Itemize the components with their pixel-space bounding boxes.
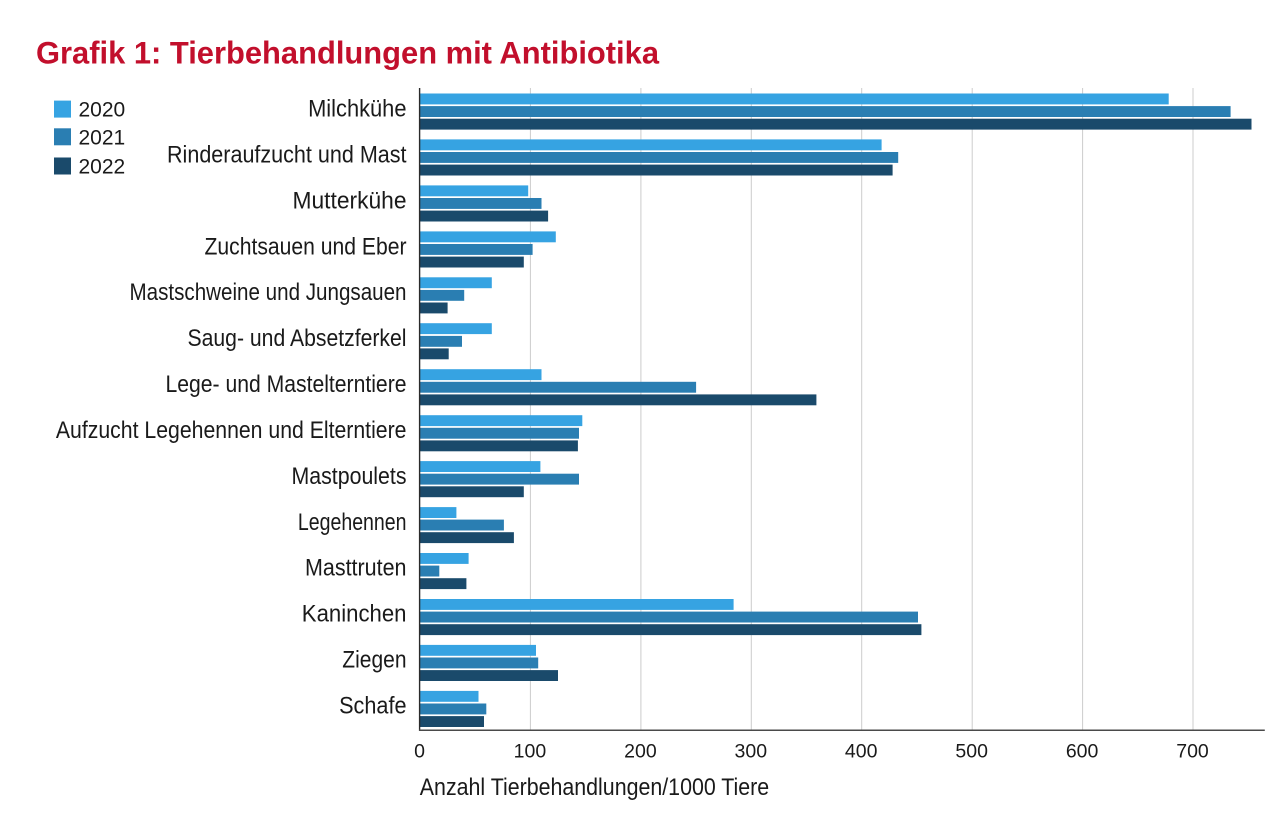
svg-text:Mastschweine und Jungsauen: Mastschweine und Jungsauen (130, 279, 407, 306)
svg-text:400: 400 (845, 741, 878, 763)
svg-text:100: 100 (514, 741, 547, 763)
svg-text:Rinderaufzucht und Mast: Rinderaufzucht und Mast (167, 141, 407, 168)
svg-text:200: 200 (624, 741, 657, 763)
svg-text:Grafik 1: Tierbehandlungen mit: Grafik 1: Tierbehandlungen mit Antibioti… (36, 35, 659, 71)
svg-text:500: 500 (955, 741, 988, 763)
svg-text:700: 700 (1176, 741, 1209, 763)
svg-text:Lege- und Mastelterntiere: Lege- und Mastelterntiere (166, 371, 407, 398)
svg-text:Saug- und Absetzferkel: Saug- und Absetzferkel (188, 325, 407, 352)
svg-text:Milchkühe: Milchkühe (308, 96, 406, 123)
svg-text:600: 600 (1066, 741, 1099, 763)
svg-text:Zuchtsauen und Eber: Zuchtsauen und Eber (205, 233, 407, 260)
svg-text:Mutterkühe: Mutterkühe (293, 187, 407, 214)
svg-text:Legehennen: Legehennen (298, 509, 407, 536)
svg-text:2022: 2022 (79, 155, 126, 178)
svg-text:Anzahl Tierbehandlungen/1000 T: Anzahl Tierbehandlungen/1000 Tiere (420, 774, 769, 801)
svg-text:0: 0 (414, 741, 425, 763)
svg-text:2021: 2021 (79, 126, 126, 149)
svg-text:Schafe: Schafe (339, 693, 406, 720)
svg-text:300: 300 (735, 741, 768, 763)
svg-text:Ziegen: Ziegen (342, 647, 406, 674)
svg-text:Mastpoulets: Mastpoulets (292, 463, 407, 490)
svg-text:2020: 2020 (79, 99, 126, 122)
svg-text:Masttruten: Masttruten (305, 555, 407, 582)
svg-text:Kaninchen: Kaninchen (302, 601, 407, 628)
svg-text:Aufzucht Legehennen und Eltern: Aufzucht Legehennen und Elterntiere (56, 417, 407, 444)
